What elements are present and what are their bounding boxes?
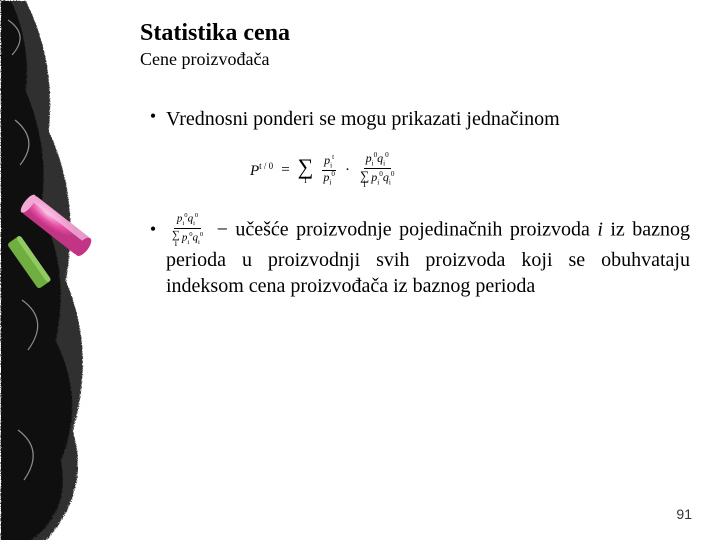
content-region: Statistika cena Cene proizvođača • Vredn… <box>140 20 690 299</box>
bullet-dot-2: • <box>140 213 166 240</box>
bullet-2-text: pi0qi0 ∑i pi0qi0 − učešće proizvodnje po… <box>166 213 690 300</box>
page-subtitle: Cene proizvođača <box>140 49 690 70</box>
bullet-2: • pi0qi0 ∑i pi0qi0 − učešće proizvodnje … <box>140 213 690 300</box>
formula-lhs-sup: t / 0 <box>259 161 273 171</box>
decorative-left-art <box>0 0 130 540</box>
bullet-1-text: Vrednosni ponderi se mogu prikazati jedn… <box>166 106 560 132</box>
frac-2: pi0qi0 ∑i pi0qi0 <box>358 152 396 189</box>
formula-main: Pt / 0 = ∑i pit pi0 · pi0qi0 ∑i pi0qi0 <box>250 152 690 189</box>
dot-1: · <box>345 162 350 179</box>
formula-lhs-p: P <box>250 163 259 179</box>
page-title: Statistika cena <box>140 20 690 47</box>
page-number: 91 <box>676 506 692 522</box>
bullet-1: • Vrednosni ponderi se mogu prikazati je… <box>140 106 690 132</box>
bullet-dot: • <box>140 106 166 127</box>
sum-1: ∑i <box>298 156 314 185</box>
bullet2-lead: − učešće proizvodnje pojedinačnih proizv… <box>217 218 598 240</box>
equals: = <box>281 162 289 179</box>
frac-1: pit pi0 <box>321 154 337 186</box>
inline-weight-frac: pi0qi0 ∑i pi0qi0 <box>172 213 203 248</box>
